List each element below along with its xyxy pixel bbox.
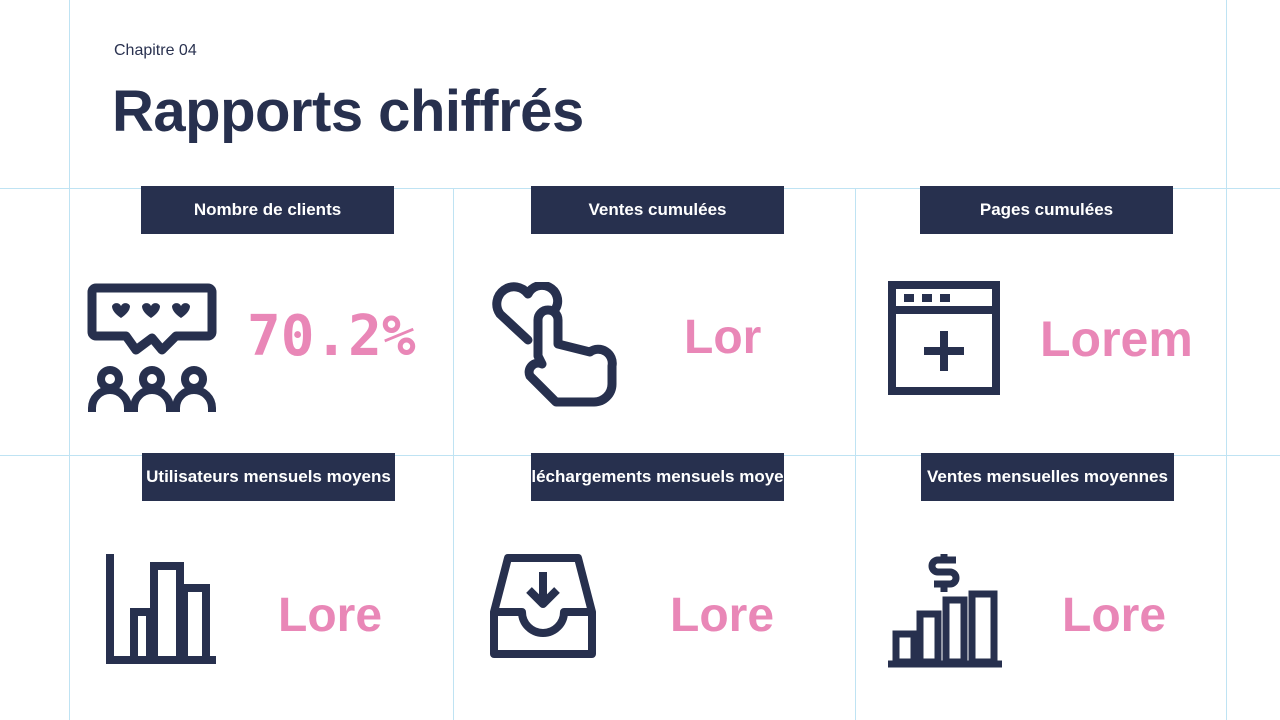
card-value-monthly-sales: Lore: [1062, 589, 1167, 642]
guide-line-v2: [453, 188, 454, 720]
card-label-clients: Nombre de clients: [141, 186, 394, 234]
card-label-pages: Pages cumulées: [920, 186, 1173, 234]
dollar-bars-icon: [888, 554, 1002, 668]
card-label-sales: Ventes cumulées: [531, 186, 784, 234]
page-title: Rapports chiffrés: [112, 79, 584, 144]
chapter-label: Chapitre 04: [114, 42, 197, 59]
card-value-monthly-downloads: Lore: [670, 589, 775, 642]
guide-line-v3: [855, 188, 856, 720]
guide-line-v1: [69, 0, 70, 720]
card-value-monthly-users: Lore: [278, 589, 383, 642]
card-value-clients: 70.2%: [247, 304, 416, 369]
browser-add-icon: [888, 281, 1000, 395]
heart-hand-icon: [492, 282, 617, 407]
card-value-pages: Lorem: [1040, 311, 1193, 367]
guide-line-v4: [1226, 0, 1227, 720]
bar-chart-icon: [106, 554, 216, 664]
card-label-monthly-users: Utilisateurs mensuels moyens: [142, 453, 395, 501]
inbox-download-icon: [490, 554, 596, 658]
chat-users-icon: [87, 283, 217, 412]
card-label-monthly-downloads: Téléchargements mensuels moyens: [531, 453, 784, 501]
card-value-sales: Lor: [684, 311, 762, 364]
card-label-monthly-sales: Ventes mensuelles moyennes: [921, 453, 1174, 501]
